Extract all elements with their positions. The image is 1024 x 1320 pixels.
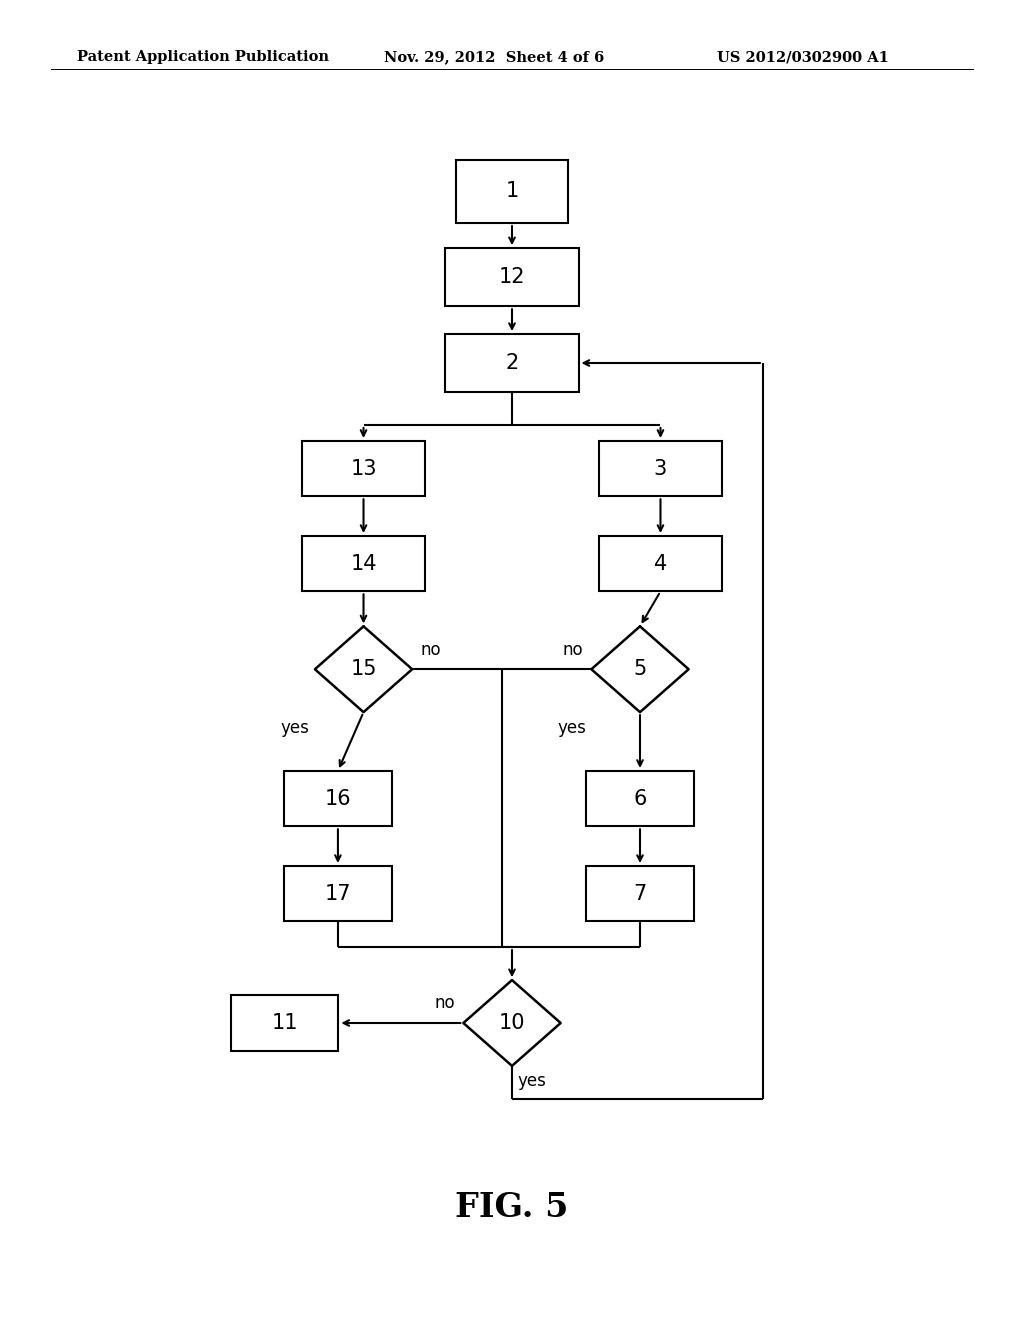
Text: 15: 15 (350, 659, 377, 680)
Text: 16: 16 (325, 788, 351, 809)
Bar (302, 441, 425, 496)
Text: yes: yes (557, 718, 586, 737)
Bar (231, 995, 338, 1051)
Text: 1: 1 (506, 181, 518, 202)
Text: no: no (434, 994, 455, 1012)
Text: 13: 13 (350, 458, 377, 479)
Bar (445, 334, 579, 392)
Bar (599, 441, 722, 496)
Bar (285, 771, 391, 826)
Text: Patent Application Publication: Patent Application Publication (77, 50, 329, 65)
Bar (445, 248, 579, 306)
Text: no: no (420, 640, 441, 659)
Bar (456, 160, 568, 223)
Bar (302, 536, 425, 591)
Text: 10: 10 (499, 1012, 525, 1034)
Text: FIG. 5: FIG. 5 (456, 1191, 568, 1225)
Bar (599, 536, 722, 591)
Bar (586, 866, 694, 921)
Text: no: no (562, 640, 584, 659)
Text: yes: yes (281, 718, 309, 737)
Text: 14: 14 (350, 553, 377, 574)
Text: 2: 2 (506, 352, 518, 374)
Text: yes: yes (517, 1072, 546, 1090)
Text: 3: 3 (654, 458, 667, 479)
Text: 5: 5 (634, 659, 646, 680)
Text: 12: 12 (499, 267, 525, 288)
Bar (285, 866, 391, 921)
Text: US 2012/0302900 A1: US 2012/0302900 A1 (717, 50, 889, 65)
Polygon shape (592, 627, 688, 713)
Text: 17: 17 (325, 883, 351, 904)
Text: 6: 6 (633, 788, 647, 809)
Text: 11: 11 (271, 1012, 298, 1034)
Polygon shape (315, 627, 412, 713)
Bar (586, 771, 694, 826)
Text: Nov. 29, 2012  Sheet 4 of 6: Nov. 29, 2012 Sheet 4 of 6 (384, 50, 604, 65)
Text: 4: 4 (654, 553, 667, 574)
Text: 7: 7 (634, 883, 646, 904)
Polygon shape (463, 979, 561, 1067)
